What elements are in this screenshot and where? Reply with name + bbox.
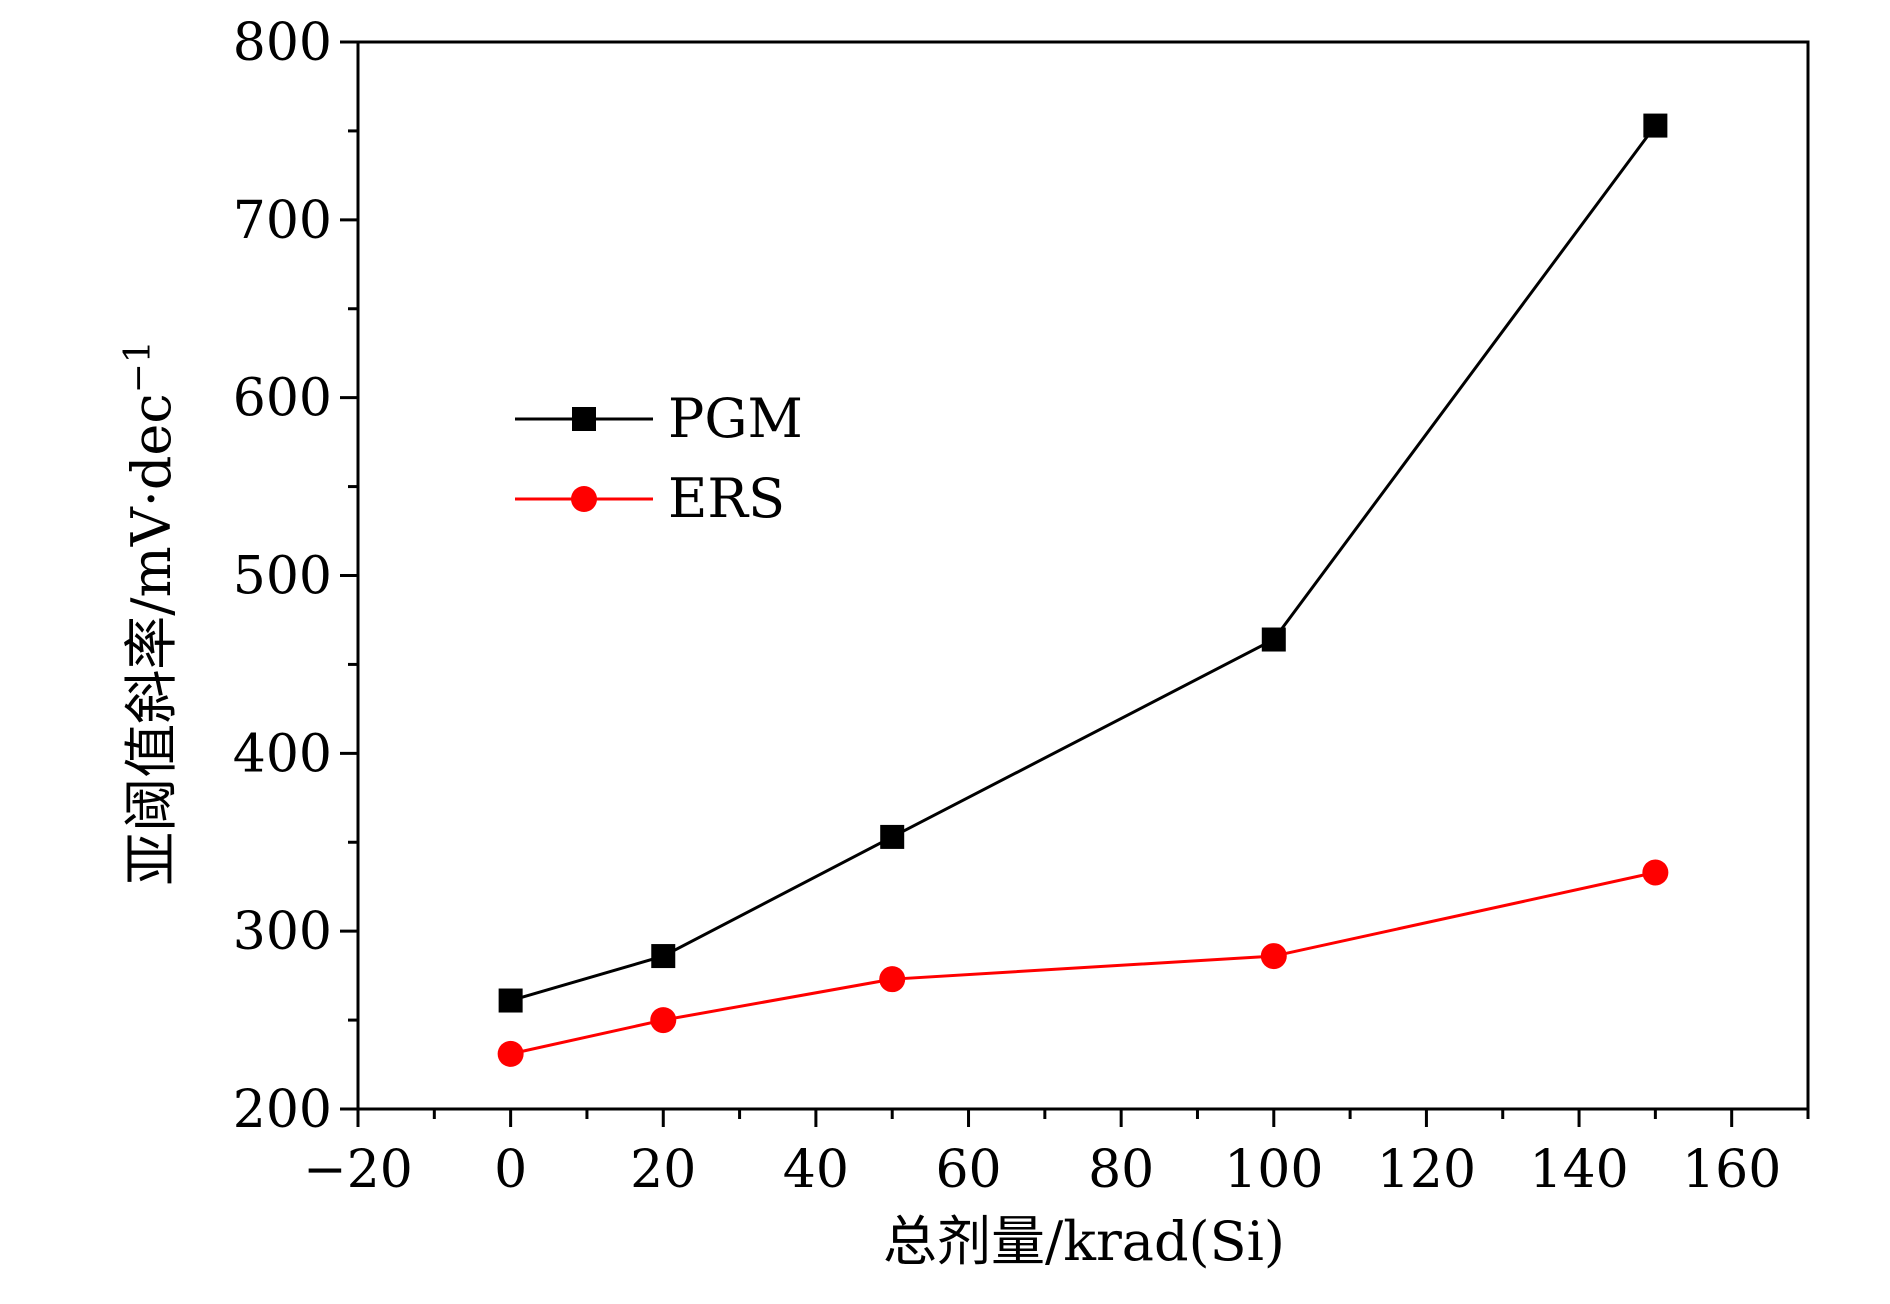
legend: PGM ERS (515, 387, 803, 530)
x-tick-label: 100 (1224, 1140, 1323, 1200)
y-tick-label: 700 (233, 191, 332, 251)
y-axis-title-superscript: −1 (118, 340, 159, 393)
x-axis-title: 总剂量/krad(Si) (883, 1210, 1285, 1273)
axis-ticks (340, 40, 1810, 1127)
y-tick-label: 600 (233, 369, 332, 429)
y-tick-label: 200 (233, 1080, 332, 1140)
legend-label-pgm: PGM (668, 387, 803, 450)
x-tick-label: 40 (783, 1140, 849, 1200)
x-tick-label: 20 (630, 1140, 696, 1200)
data-point-ers (879, 966, 906, 993)
y-axis-title-main: 亚阈值斜率/mV·dec (120, 393, 183, 885)
legend-marker-pgm (572, 407, 596, 431)
y-axis-title: 亚阈值斜率/mV·dec−1 (118, 340, 183, 885)
x-tick-label: 160 (1682, 1140, 1781, 1200)
data-point-ers (1642, 859, 1669, 886)
data-point-pgm (651, 944, 676, 969)
data-point-ers (1260, 943, 1287, 970)
data-point-pgm (1643, 113, 1668, 138)
x-tick-label: −20 (303, 1140, 413, 1200)
tick-labels: −20 0 20 40 60 80 100 120 140 160 200 300 400 500 600 7… (233, 13, 1782, 1200)
series-layer (497, 113, 1669, 1067)
data-point-pgm (880, 824, 905, 849)
x-tick-label: 0 (494, 1140, 527, 1200)
y-tick-label: 500 (233, 547, 332, 607)
x-tick-label: 120 (1377, 1140, 1476, 1200)
y-tick-label: 800 (233, 13, 332, 73)
y-tick-label: 400 (233, 724, 332, 784)
x-tick-label: 140 (1529, 1140, 1628, 1200)
data-point-ers (497, 1040, 524, 1067)
plot-frame (356, 40, 1810, 1111)
data-point-ers (650, 1007, 677, 1034)
y-tick-label: 300 (233, 902, 332, 962)
data-point-pgm (498, 988, 523, 1013)
legend-label-ers: ERS (668, 467, 785, 530)
data-point-pgm (1261, 627, 1286, 652)
x-tick-label: 80 (1088, 1140, 1154, 1200)
legend-marker-ers (571, 486, 597, 512)
series-line-pgm (510, 124, 1657, 1002)
x-tick-label: 60 (935, 1140, 1001, 1200)
series-line-ers (510, 871, 1656, 1056)
